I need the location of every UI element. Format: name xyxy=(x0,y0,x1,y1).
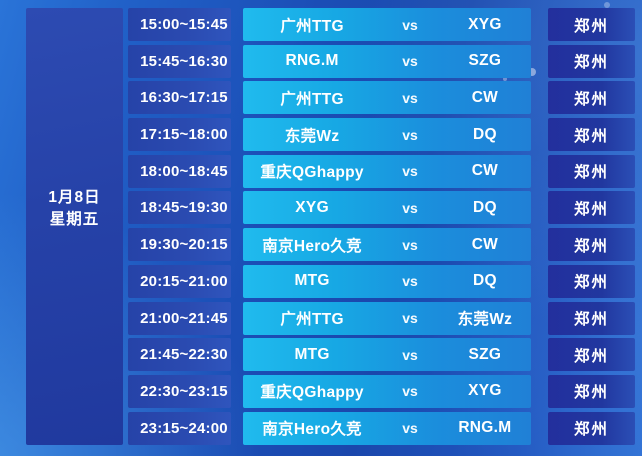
vs-label: vs xyxy=(402,273,418,290)
vs-label: vs xyxy=(402,346,418,363)
matchup-cell: 南京Hero久竞 vs CW xyxy=(243,228,531,262)
match-row: 15:45~16:30 RNG.M vs SZG 郑州 xyxy=(128,44,635,78)
venue-cell: 郑州 xyxy=(548,8,635,41)
team2-label: SZG xyxy=(468,52,502,70)
matchup-cell: MTG vs DQ xyxy=(243,264,531,298)
team1-label: 南京Hero久竞 xyxy=(262,421,362,439)
matchup-cell: RNG.M vs SZG xyxy=(243,44,531,78)
match-row: 21:00~21:45 广州TTG vs 东莞Wz 郑州 xyxy=(128,301,635,335)
vs-label: vs xyxy=(402,163,418,180)
venue-cell: 郑州 xyxy=(548,228,635,262)
team2-label: CW xyxy=(471,88,499,106)
vs-label: vs xyxy=(402,383,418,400)
schedule-rows: 15:00~15:45 广州TTG vs XYG 郑州 15:45~16:30 … xyxy=(128,8,635,445)
team2-label: DQ xyxy=(472,125,497,143)
time-cell: 22:30~23:15 xyxy=(128,374,231,408)
venue-cell: 郑州 xyxy=(548,338,635,372)
time-cell: 23:15~24:00 xyxy=(128,411,231,445)
vs-label: vs xyxy=(402,310,418,326)
match-row: 21:45~22:30 MTG vs SZG 郑州 xyxy=(128,338,635,372)
match-row: 15:00~15:45 广州TTG vs XYG 郑州 xyxy=(128,8,635,41)
venue-cell: 郑州 xyxy=(548,374,635,408)
team2-label: RNG.M xyxy=(458,419,512,437)
team1-label: MTG xyxy=(294,272,330,290)
match-row: 20:15~21:00 MTG vs DQ 郑州 xyxy=(128,264,635,298)
matchup-cell: 广州TTG vs 东莞Wz xyxy=(243,301,531,335)
venue-cell: 郑州 xyxy=(548,81,635,115)
vs-label: vs xyxy=(402,53,418,70)
match-row: 18:00~18:45 重庆QGhappy vs CW 郑州 xyxy=(128,154,635,188)
vs-label: vs xyxy=(402,236,418,253)
match-row: 17:15~18:00 东莞Wz vs DQ 郑州 xyxy=(128,118,635,152)
match-row: 19:30~20:15 南京Hero久竞 vs CW 郑州 xyxy=(128,228,635,262)
team1-label: MTG xyxy=(294,345,330,363)
venue-cell: 郑州 xyxy=(548,301,635,335)
vs-label: vs xyxy=(402,16,418,33)
time-cell: 21:45~22:30 xyxy=(128,338,231,372)
team1-label: 南京Hero久竞 xyxy=(262,237,362,255)
vs-label: vs xyxy=(402,126,418,143)
matchup-cell: 广州TTG vs CW xyxy=(243,81,531,115)
time-cell: 17:15~18:00 xyxy=(128,118,231,152)
team2-label: DQ xyxy=(472,198,497,216)
vs-label: vs xyxy=(402,420,418,437)
date-label: 1月8日 星期五 xyxy=(48,187,100,231)
match-row: 22:30~23:15 重庆QGhappy vs XYG 郑州 xyxy=(128,374,635,408)
team1-label: 东莞Wz xyxy=(284,127,340,145)
team2-label: XYG xyxy=(468,382,502,400)
vs-label: vs xyxy=(402,89,418,106)
venue-cell: 郑州 xyxy=(548,118,635,152)
matchup-cell: 东莞Wz vs DQ xyxy=(243,118,531,152)
venue-cell: 郑州 xyxy=(548,191,635,225)
team2-label: 东莞Wz xyxy=(457,311,513,328)
matchup-cell: 重庆QGhappy vs CW xyxy=(243,154,531,188)
team1-label: 重庆QGhappy xyxy=(260,384,364,402)
matchup-cell: 广州TTG vs XYG xyxy=(243,8,531,41)
team2-label: SZG xyxy=(468,345,502,363)
team2-label: CW xyxy=(471,235,499,253)
team1-label: 广州TTG xyxy=(280,17,344,35)
team1-label: XYG xyxy=(295,198,329,216)
time-cell: 19:30~20:15 xyxy=(128,228,231,262)
venue-cell: 郑州 xyxy=(548,264,635,298)
venue-cell: 郑州 xyxy=(548,411,635,445)
venue-cell: 郑州 xyxy=(548,154,635,188)
vs-label: vs xyxy=(402,199,418,216)
matchup-cell: MTG vs SZG xyxy=(243,338,531,372)
date-line-1: 1月8日 xyxy=(48,188,101,206)
team2-label: XYG xyxy=(468,15,502,33)
team2-label: CW xyxy=(471,162,499,180)
date-line-2: 星期五 xyxy=(49,210,100,228)
team1-label: 广州TTG xyxy=(280,311,344,328)
match-row: 16:30~17:15 广州TTG vs CW 郑州 xyxy=(128,81,635,115)
matchup-cell: XYG vs DQ xyxy=(243,191,531,225)
date-cell: 1月8日 星期五 xyxy=(26,8,123,445)
match-row: 18:45~19:30 XYG vs DQ 郑州 xyxy=(128,191,635,225)
team1-label: RNG.M xyxy=(285,52,339,70)
matchup-cell: 重庆QGhappy vs XYG xyxy=(243,374,531,408)
time-cell: 16:30~17:15 xyxy=(128,81,231,115)
time-cell: 18:00~18:45 xyxy=(128,154,231,188)
time-cell: 18:45~19:30 xyxy=(128,191,231,225)
time-cell: 15:00~15:45 xyxy=(128,8,231,41)
matchup-cell: 南京Hero久竞 vs RNG.M xyxy=(243,411,531,445)
time-cell: 20:15~21:00 xyxy=(128,264,231,298)
time-cell: 15:45~16:30 xyxy=(128,44,231,78)
team2-label: DQ xyxy=(472,272,497,290)
team1-label: 广州TTG xyxy=(280,90,344,108)
team1-label: 重庆QGhappy xyxy=(260,164,364,182)
time-cell: 21:00~21:45 xyxy=(128,301,231,335)
venue-cell: 郑州 xyxy=(548,44,635,78)
match-row: 23:15~24:00 南京Hero久竞 vs RNG.M 郑州 xyxy=(128,411,635,445)
